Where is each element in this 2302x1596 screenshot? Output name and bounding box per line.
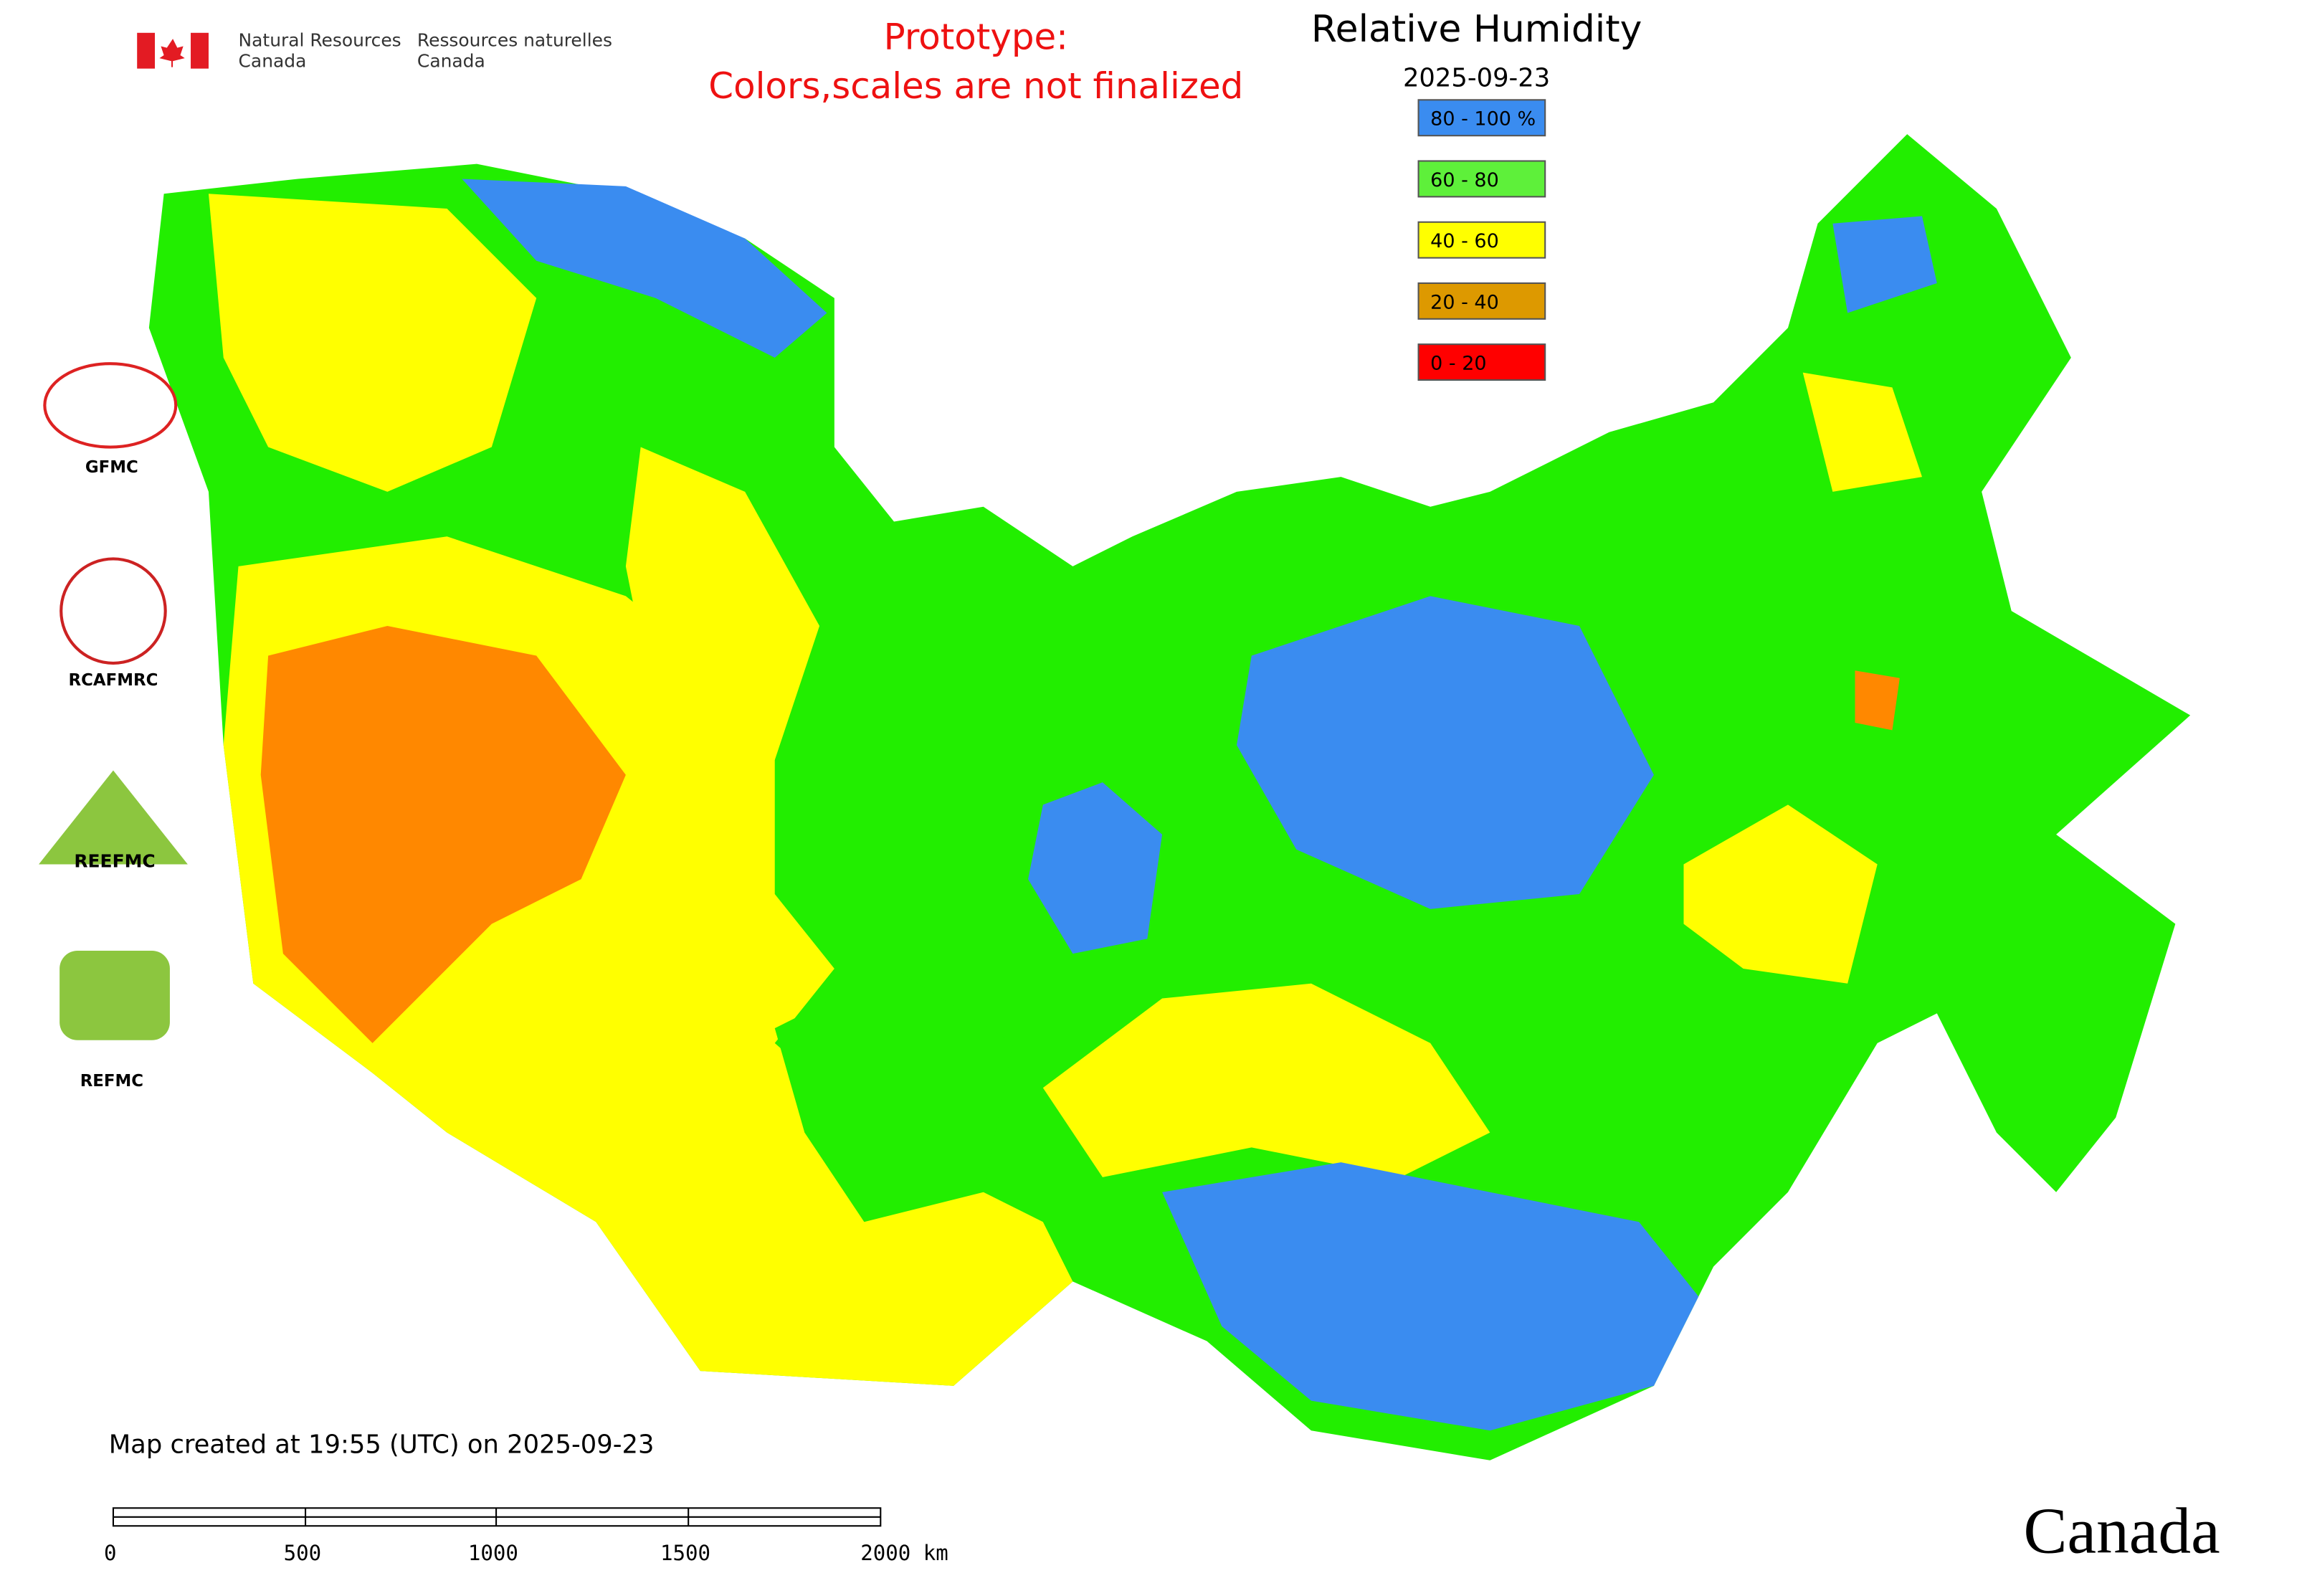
legend-label: 0 - 20 [1430, 352, 1486, 374]
canada-wordmark: Canada [2024, 1495, 2220, 1567]
scale-label: 500 [284, 1541, 322, 1565]
logo-gfmc [43, 362, 178, 449]
prototype-notice: Colors,scales are not finalized [708, 65, 1243, 107]
legend-label: 40 - 60 [1430, 230, 1499, 252]
legend-swatch [1417, 99, 1546, 137]
legend: 80 - 100 % 60 - 80 40 - 60 20 - 40 0 - 20 [1417, 99, 1546, 381]
humidity-map [148, 134, 2191, 1460]
legend-label: 80 - 100 % [1430, 108, 1536, 130]
scale-label: 1000 [468, 1541, 518, 1565]
legend-swatch [1417, 282, 1546, 320]
legend-label: 20 - 40 [1430, 291, 1499, 313]
logo-label: GFMC [85, 458, 138, 477]
scale-label: 1500 [660, 1541, 710, 1565]
scale-labels: 0 500 1000 1500 2000 km [104, 1541, 948, 1565]
map-date: 2025-09-23 [1403, 64, 1550, 93]
logo-label: RCAFMRC [69, 671, 158, 690]
org-en: Natural Resources [239, 29, 401, 50]
scale-label: 2000 km [860, 1541, 948, 1565]
logo-label: REEFMC [74, 851, 155, 872]
logo-label: REFMC [80, 1072, 143, 1091]
scale-label: 0 [104, 1541, 117, 1565]
gc-flag [137, 32, 209, 69]
legend-swatch [1417, 343, 1546, 381]
map-title: Relative Humidity [1311, 8, 1642, 51]
scale-bar [112, 1507, 882, 1527]
org-en: Canada [239, 51, 307, 72]
legend-swatch [1417, 160, 1546, 198]
creation-note: Map created at 19:55 (UTC) on 2025-09-23 [109, 1430, 655, 1459]
logo-rcafmrc [60, 557, 167, 665]
prototype-notice: Prototype: [884, 16, 1068, 58]
org-fr: Canada [417, 51, 485, 72]
logo-refmc [60, 951, 170, 1040]
org-fr: Ressources naturelles [417, 29, 612, 50]
legend-label: 60 - 80 [1430, 169, 1499, 191]
logo-reefmc [39, 770, 188, 865]
legend-swatch [1417, 221, 1546, 259]
